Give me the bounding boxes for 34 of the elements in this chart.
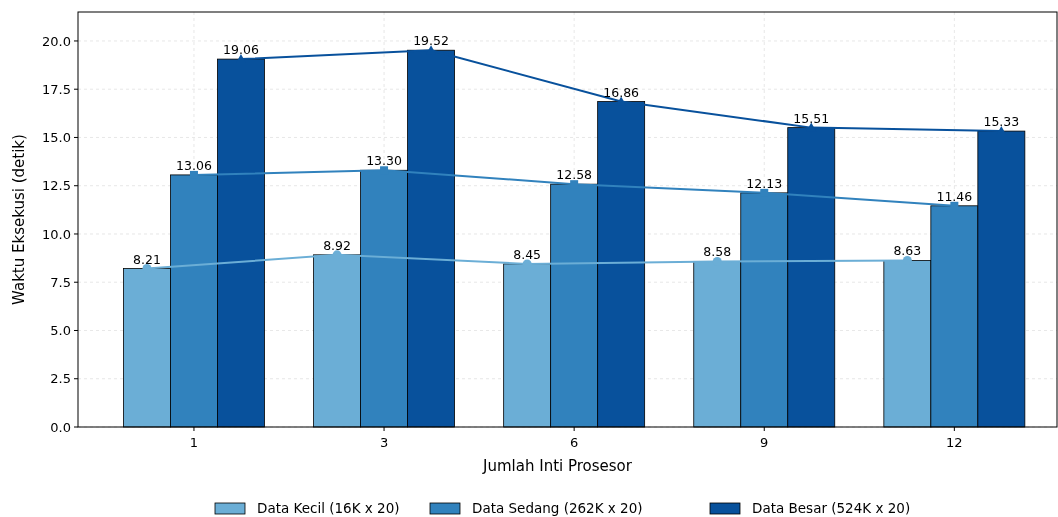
data-label: 13.30 [366,153,402,169]
y-tick-label: 17.5 [42,81,71,97]
y-tick-label: 20.0 [42,33,71,49]
data-label: 19.52 [413,33,449,49]
data-label: 8.45 [513,246,542,262]
data-label: 12.13 [746,175,783,191]
x-tick-label: 9 [760,435,769,450]
y-tick-label: 15.0 [42,130,71,146]
data-label: 15.33 [983,114,1020,130]
data-label: 8.63 [893,243,922,259]
data-label: 11.46 [936,188,973,204]
y-tick-label: 2.5 [50,371,71,387]
data-label: 15.51 [793,110,830,126]
y-tick-label: 10.0 [42,226,71,242]
x-tick-label: 1 [189,435,199,450]
y-tick-label: 12.5 [42,178,71,194]
y-tick-label: 0.0 [50,419,71,435]
x-tick-label: 6 [570,435,579,450]
data-label: 8.92 [323,237,351,253]
y-axis-title: Waktu Eksekusi (detik) [10,134,28,305]
data-label: 19.06 [223,42,259,58]
x-tick-label: 12 [946,435,963,450]
data-label: 12.58 [556,167,593,183]
legend-label: Data Besar (524K x 20) [752,500,911,516]
legend-label: Data Kecil (16K x 20) [257,500,400,516]
y-tick-label: 5.0 [50,323,71,339]
data-label: 16.86 [603,84,640,100]
x-axis-title: Jumlah Inti Prosesor [482,457,633,475]
legend-label: Data Sedang (262K x 20) [472,500,643,516]
data-label: 8.21 [133,251,161,267]
y-tick-label: 7.5 [50,274,71,290]
x-tick-label: 3 [379,435,389,450]
data-label: 13.06 [176,157,212,173]
data-label: 8.58 [703,244,732,260]
